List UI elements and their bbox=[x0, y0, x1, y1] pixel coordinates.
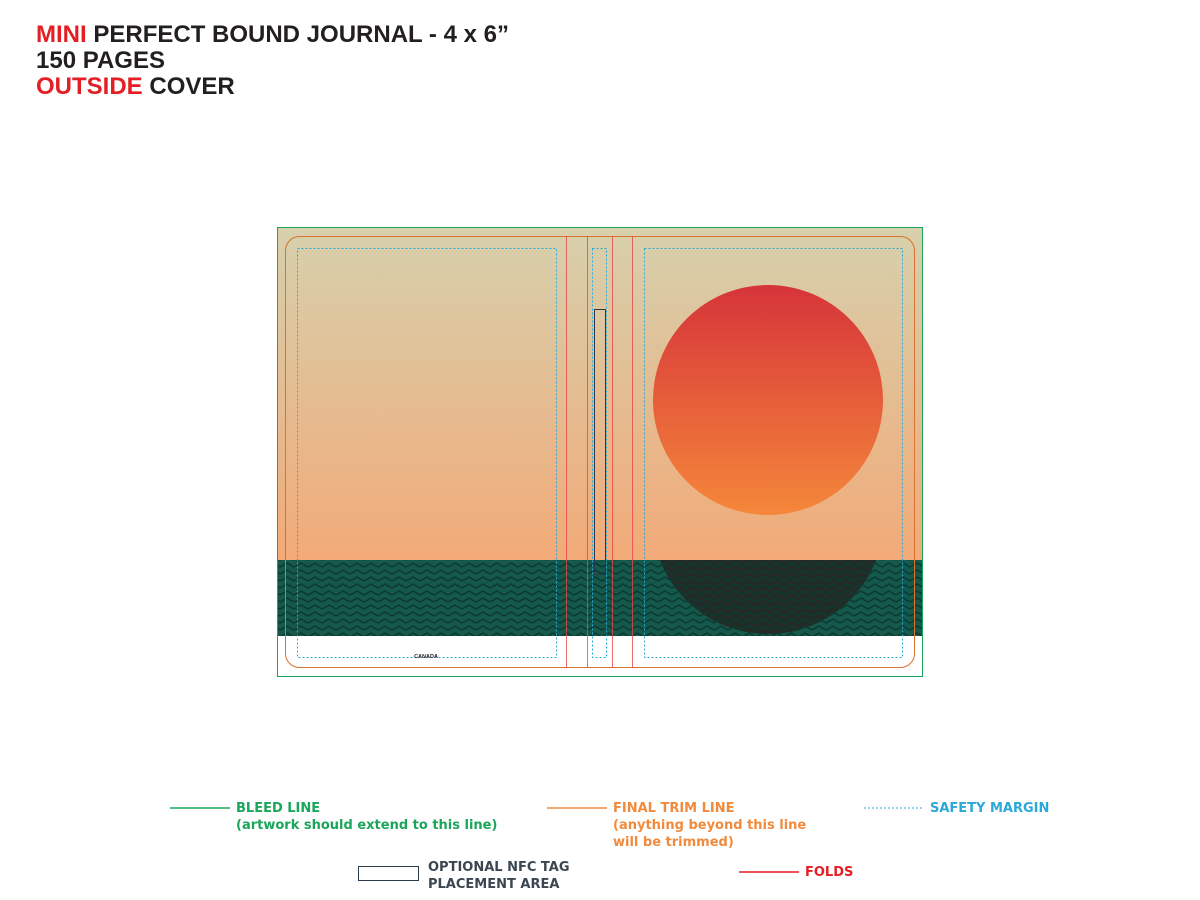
page-header: MINI PERFECT BOUND JOURNAL - 4 x 6” 150 … bbox=[36, 22, 509, 100]
sun bbox=[653, 285, 883, 515]
safety-margin-spine bbox=[592, 248, 607, 658]
legend-bleed: BLEED LINE (artwork should extend to thi… bbox=[236, 800, 497, 834]
wave-pattern bbox=[278, 560, 922, 636]
title-line: MINI PERFECT BOUND JOURNAL - 4 x 6” bbox=[36, 22, 509, 48]
legend-folds: FOLDS bbox=[805, 864, 853, 881]
bleed-line bbox=[277, 227, 923, 677]
cover-side-accent: OUTSIDE bbox=[36, 73, 143, 100]
legend-trim: FINAL TRIM LINE (anything beyond this li… bbox=[613, 800, 806, 851]
legend-nfc-label-2: PLACEMENT AREA bbox=[428, 877, 560, 892]
fold-lines bbox=[566, 236, 633, 668]
trim-line bbox=[285, 236, 915, 668]
legend-trim-note-1: (anything beyond this line bbox=[613, 818, 807, 833]
title-accent: MINI bbox=[36, 21, 87, 48]
nfc-tag-area bbox=[594, 309, 606, 575]
safety-margin-front bbox=[644, 248, 903, 658]
back-cover-text: CANADA bbox=[414, 654, 438, 660]
legend-trim-label: FINAL TRIM LINE bbox=[613, 801, 735, 816]
legend-bleed-label: BLEED LINE bbox=[236, 801, 321, 816]
page-count: 150 PAGES bbox=[36, 47, 165, 74]
safety-margins bbox=[297, 248, 903, 658]
title-text: PERFECT BOUND JOURNAL - 4 x 6” bbox=[86, 21, 509, 48]
legend-folds-label: FOLDS bbox=[805, 865, 854, 880]
cover-side-line: OUTSIDE COVER bbox=[36, 74, 509, 100]
legend-safety-label: SAFETY MARGIN bbox=[930, 801, 1050, 816]
legend-safety: SAFETY MARGIN bbox=[930, 800, 1049, 817]
safety-margin-back bbox=[297, 248, 557, 658]
legend-bleed-note: (artwork should extend to this line) bbox=[236, 818, 498, 833]
legend-nfc: OPTIONAL NFC TAG PLACEMENT AREA bbox=[428, 859, 570, 893]
legend-nfc-label-1: OPTIONAL NFC TAG bbox=[428, 860, 570, 875]
legend-nfc-symbol bbox=[358, 866, 419, 881]
legend-trim-note-2: will be trimmed) bbox=[613, 835, 734, 850]
cover-side-text: COVER bbox=[142, 73, 235, 100]
